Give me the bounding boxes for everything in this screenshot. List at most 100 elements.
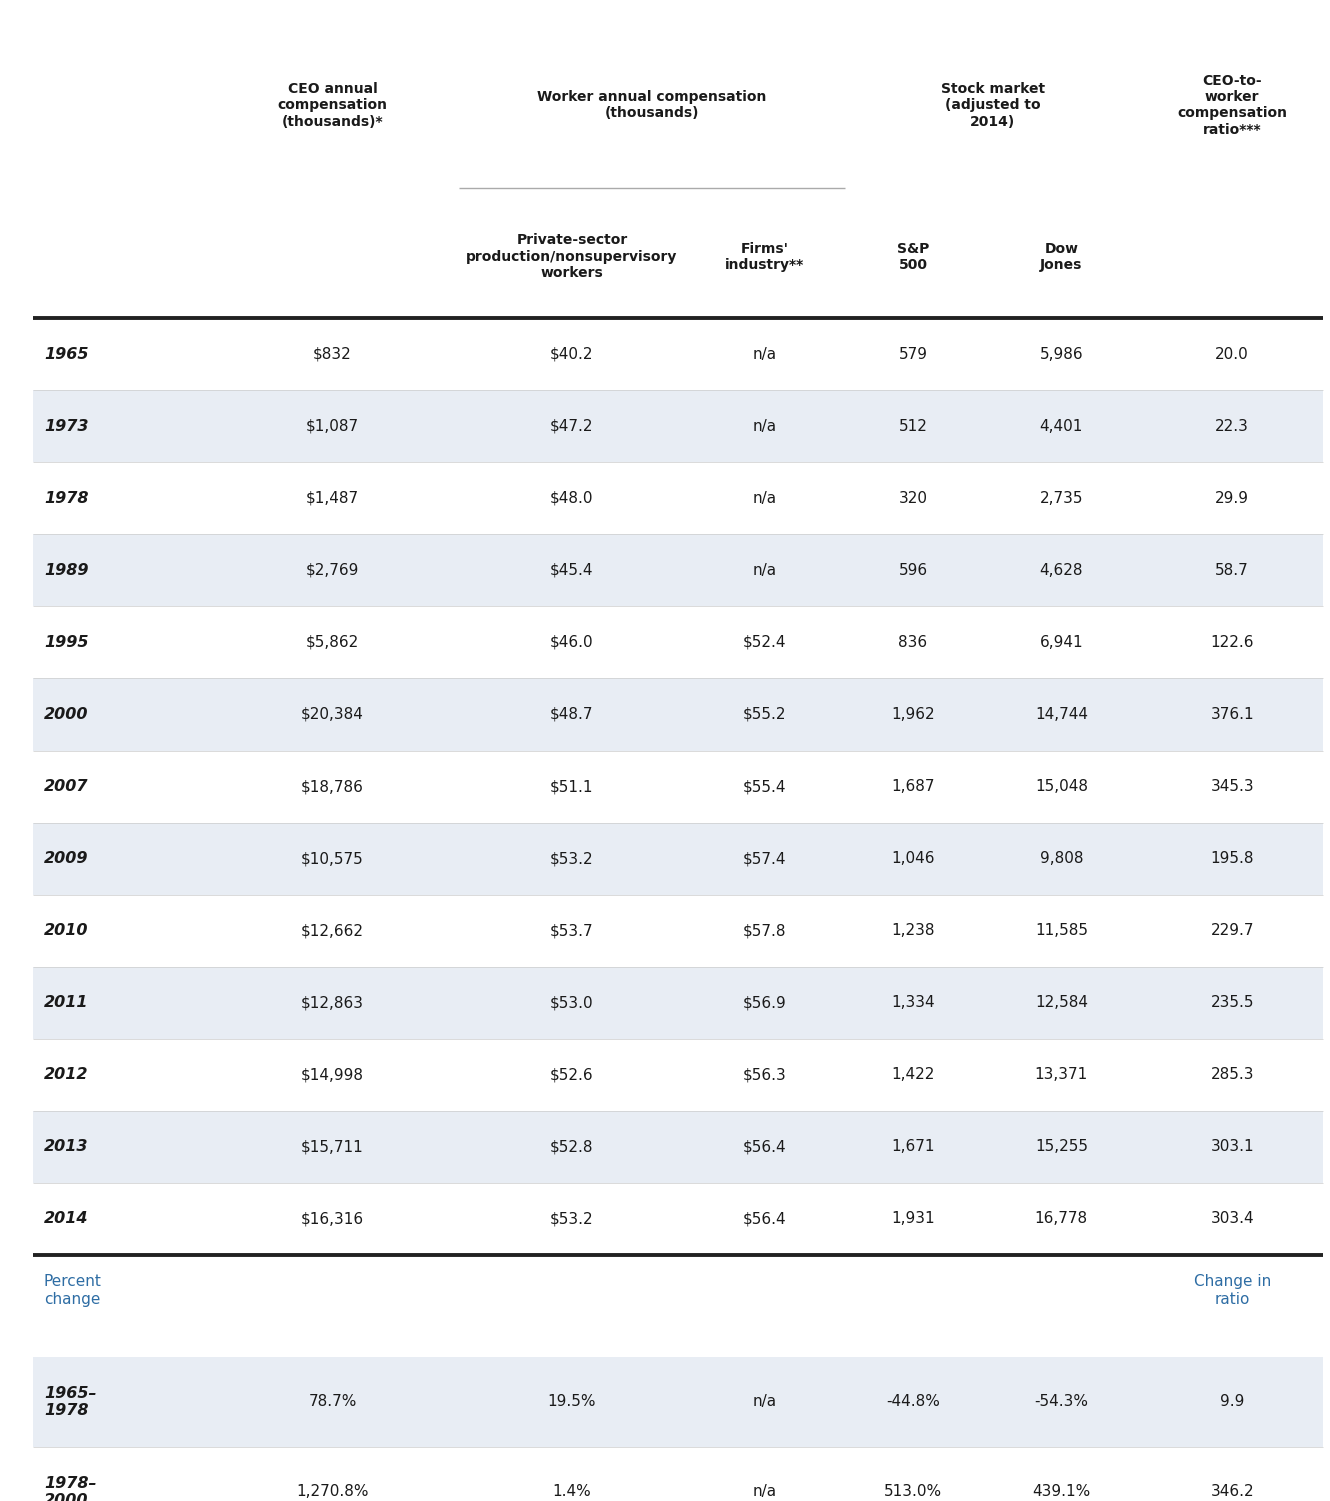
Text: 2009: 2009 (44, 851, 88, 866)
Bar (33, 534, 1323, 606)
Bar (33, 462, 1323, 534)
Text: 1.4%: 1.4% (552, 1484, 592, 1499)
Text: 1,238: 1,238 (891, 923, 935, 938)
Text: 122.6: 122.6 (1210, 635, 1254, 650)
Text: 5,986: 5,986 (1040, 347, 1083, 362)
Text: 1,687: 1,687 (891, 779, 935, 794)
Text: 1989: 1989 (44, 563, 88, 578)
Text: $55.4: $55.4 (743, 779, 786, 794)
Text: 2013: 2013 (44, 1139, 88, 1154)
Text: n/a: n/a (753, 491, 777, 506)
Text: $56.3: $56.3 (743, 1067, 786, 1082)
Text: -54.3%: -54.3% (1035, 1394, 1088, 1409)
Text: 303.4: 303.4 (1210, 1211, 1254, 1226)
Text: $56.9: $56.9 (743, 995, 786, 1010)
Text: n/a: n/a (753, 419, 777, 434)
Bar (33, 1357, 1323, 1447)
Text: 512: 512 (899, 419, 927, 434)
Text: 2000: 2000 (44, 707, 88, 722)
Text: $10,575: $10,575 (301, 851, 364, 866)
Bar (33, 1255, 1323, 1357)
Text: $15,711: $15,711 (301, 1139, 364, 1154)
Text: 376.1: 376.1 (1210, 707, 1254, 722)
Text: 11,585: 11,585 (1035, 923, 1088, 938)
Text: 15,255: 15,255 (1035, 1139, 1088, 1154)
Text: 22.3: 22.3 (1216, 419, 1249, 434)
Text: Dow
Jones: Dow Jones (1040, 242, 1083, 272)
Text: $53.7: $53.7 (551, 923, 593, 938)
Text: $52.6: $52.6 (551, 1067, 593, 1082)
Text: 58.7: 58.7 (1216, 563, 1249, 578)
Text: 16,778: 16,778 (1035, 1211, 1088, 1226)
Text: 1,422: 1,422 (891, 1067, 935, 1082)
Text: 9.9: 9.9 (1220, 1394, 1245, 1409)
Text: $51.1: $51.1 (551, 779, 593, 794)
Text: $46.0: $46.0 (551, 635, 593, 650)
Text: $18,786: $18,786 (301, 779, 364, 794)
Text: 345.3: 345.3 (1210, 779, 1254, 794)
Text: $55.2: $55.2 (743, 707, 786, 722)
Text: 195.8: 195.8 (1210, 851, 1254, 866)
Text: Percent
change: Percent change (44, 1274, 102, 1307)
Text: $57.8: $57.8 (743, 923, 786, 938)
Text: 1,334: 1,334 (891, 995, 935, 1010)
Text: 1995: 1995 (44, 635, 88, 650)
Text: 303.1: 303.1 (1210, 1139, 1254, 1154)
Text: 1965: 1965 (44, 347, 88, 362)
Text: $16,316: $16,316 (301, 1211, 364, 1226)
Text: $53.2: $53.2 (551, 851, 593, 866)
Text: 1,671: 1,671 (891, 1139, 935, 1154)
Text: 1,931: 1,931 (891, 1211, 935, 1226)
Text: $5,862: $5,862 (306, 635, 359, 650)
Text: Private-sector
production/nonsupervisory
workers: Private-sector production/nonsupervisory… (467, 234, 677, 279)
Text: 1978–
2000: 1978– 2000 (44, 1475, 96, 1501)
Text: $12,863: $12,863 (301, 995, 364, 1010)
Text: n/a: n/a (753, 347, 777, 362)
Text: Firms'
industry**: Firms' industry** (725, 242, 805, 272)
Text: 836: 836 (899, 635, 927, 650)
Text: 1,270.8%: 1,270.8% (297, 1484, 368, 1499)
Text: $56.4: $56.4 (743, 1139, 786, 1154)
Text: n/a: n/a (753, 1394, 777, 1409)
Bar (33, 823, 1323, 895)
Text: $53.2: $53.2 (551, 1211, 593, 1226)
Bar (33, 678, 1323, 750)
Bar (33, 967, 1323, 1039)
Text: 235.5: 235.5 (1210, 995, 1254, 1010)
Text: 1,046: 1,046 (891, 851, 935, 866)
Text: 14,744: 14,744 (1035, 707, 1088, 722)
Bar (33, 1447, 1323, 1501)
Text: 1965–
1978: 1965– 1978 (44, 1385, 96, 1418)
Text: 13,371: 13,371 (1035, 1067, 1088, 1082)
Text: $20,384: $20,384 (301, 707, 364, 722)
Text: 6,941: 6,941 (1040, 635, 1083, 650)
Text: 1973: 1973 (44, 419, 88, 434)
Text: 12,584: 12,584 (1035, 995, 1088, 1010)
Bar (33, 318, 1323, 390)
Text: $2,769: $2,769 (306, 563, 359, 578)
Text: 15,048: 15,048 (1035, 779, 1088, 794)
Text: 2014: 2014 (44, 1211, 88, 1226)
Bar (33, 390, 1323, 462)
Text: $52.4: $52.4 (743, 635, 786, 650)
Text: Change in
ratio: Change in ratio (1193, 1274, 1271, 1307)
Text: 2012: 2012 (44, 1067, 88, 1082)
Text: CEO-to-
worker
compensation
ratio***: CEO-to- worker compensation ratio*** (1177, 74, 1287, 137)
Bar (33, 1039, 1323, 1111)
Bar (33, 1111, 1323, 1183)
Text: 1978: 1978 (44, 491, 88, 506)
Text: 19.5%: 19.5% (548, 1394, 596, 1409)
Text: $1,087: $1,087 (306, 419, 359, 434)
Text: $48.0: $48.0 (551, 491, 593, 506)
Text: 579: 579 (899, 347, 927, 362)
Text: Stock market
(adjusted to
2014): Stock market (adjusted to 2014) (940, 83, 1045, 129)
Text: S&P
500: S&P 500 (896, 242, 930, 272)
Text: 2007: 2007 (44, 779, 88, 794)
Text: 513.0%: 513.0% (884, 1484, 942, 1499)
Text: $45.4: $45.4 (551, 563, 593, 578)
Bar (33, 606, 1323, 678)
Bar (33, 23, 1323, 318)
Text: $12,662: $12,662 (301, 923, 364, 938)
Text: n/a: n/a (753, 1484, 777, 1499)
Text: 1,962: 1,962 (891, 707, 935, 722)
